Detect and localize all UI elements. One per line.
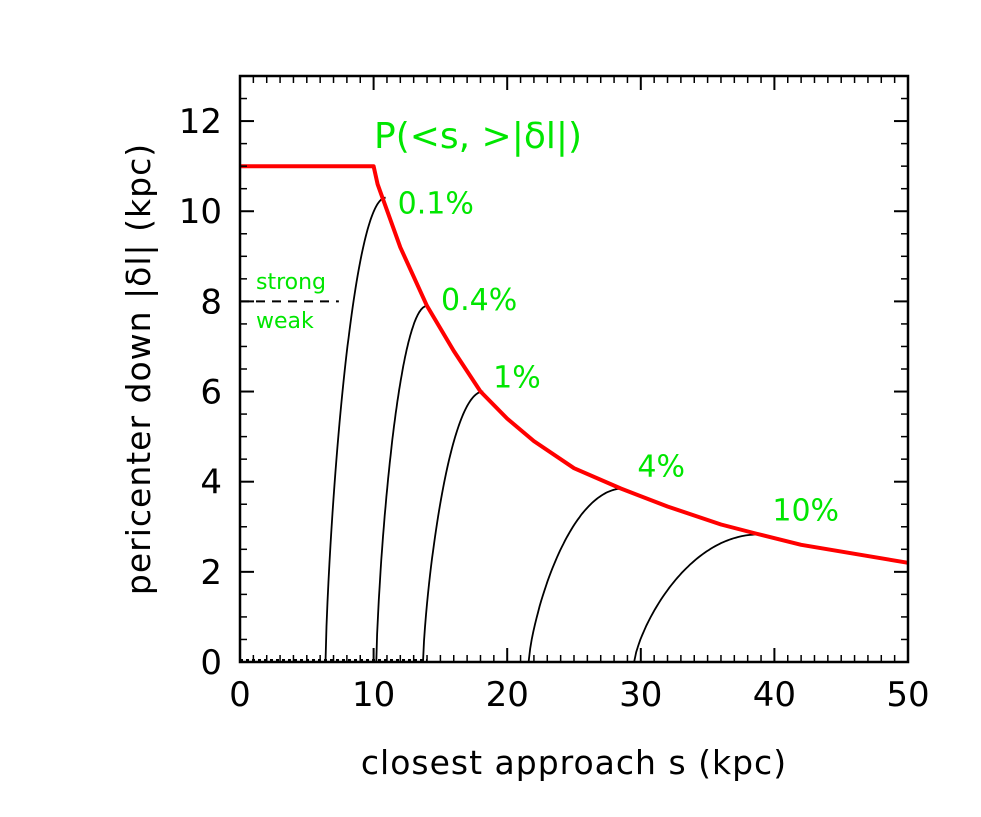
curve-label: 4% [637,449,685,484]
probability-curve [324,196,386,663]
y-tick-label: 0 [200,643,222,683]
weak-label: weak [256,309,314,334]
y-tick-label: 6 [200,373,222,413]
curves-layer [240,196,759,663]
y-tick-label: 12 [179,102,222,142]
curve-label: 10% [772,493,839,528]
probability-curve [633,533,759,663]
probability-curve [527,487,624,663]
x-tick-label: 0 [229,675,251,715]
envelope-curve [240,164,909,565]
envelope-layer [240,164,909,565]
x-tick-label: 40 [753,675,796,715]
x-tick-label: 20 [486,675,529,715]
y-tick-label: 8 [200,282,222,322]
labels-layer: 0.1% 0.4% 1% 4% 10% [398,187,839,529]
x-tick-label: 10 [352,675,395,715]
strong-label: strong [256,270,326,295]
ticks-layer: 0 10 20 30 40 50 0 2 4 6 8 10 12 [179,75,930,715]
y-tick-label: 4 [200,463,222,503]
y-tick-label: 2 [200,553,222,593]
x-axis-title: closest approach s (kpc) [361,743,787,782]
probability-curve [422,390,484,663]
y-tick-label: 10 [179,192,222,232]
curve-label: 0.1% [398,187,474,222]
x-tick-label: 30 [619,675,662,715]
curve-label: 1% [493,361,541,396]
probability-curve [375,305,428,663]
curve-label: 0.4% [441,283,517,318]
probability-label: P(<s, >|δl|) [374,116,582,157]
y-axis-title: pericenter down |δl| (kpc) [119,143,158,595]
x-tick-label: 50 [886,675,929,715]
plot-frame [238,74,910,664]
